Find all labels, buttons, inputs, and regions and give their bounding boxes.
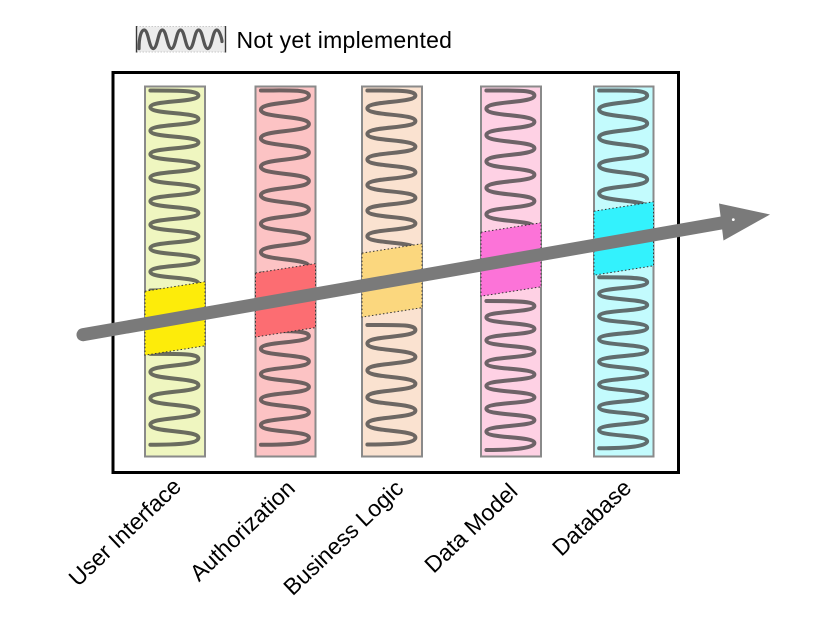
svg-text:Not yet implemented: Not yet implemented [237, 27, 453, 53]
